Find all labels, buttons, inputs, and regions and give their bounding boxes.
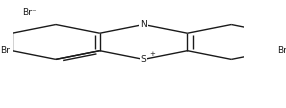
Text: +: + bbox=[149, 51, 155, 57]
Text: Br: Br bbox=[277, 46, 286, 55]
Text: Br⁻: Br⁻ bbox=[22, 8, 37, 17]
Text: N: N bbox=[140, 20, 147, 29]
Text: Br: Br bbox=[0, 46, 10, 55]
Text: S: S bbox=[141, 55, 146, 64]
